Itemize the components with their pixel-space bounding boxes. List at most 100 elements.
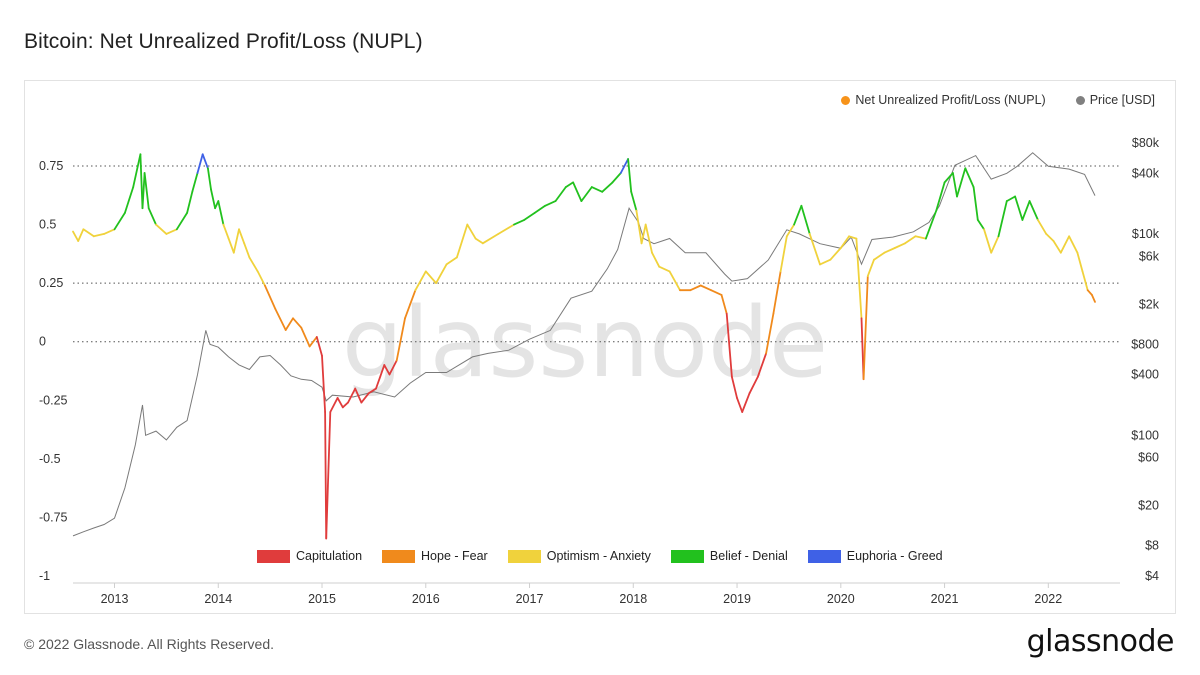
nupl-segment xyxy=(141,172,146,210)
zone-legend-hope-fear: Hope - Fear xyxy=(382,549,488,563)
nupl-segment xyxy=(1091,293,1096,303)
nupl-segment xyxy=(990,235,1000,254)
nupl-segment xyxy=(474,237,484,245)
nupl-segment xyxy=(1081,270,1089,292)
nupl-segment xyxy=(513,218,526,226)
capitulation-swatch xyxy=(257,549,290,563)
nupl-segment xyxy=(983,228,993,254)
nupl-segment xyxy=(481,232,500,245)
nupl-segment xyxy=(103,228,116,235)
y-right-tick-label: $40k xyxy=(1132,166,1160,180)
y-right-tick-label: $6k xyxy=(1139,249,1160,263)
nupl-segment xyxy=(862,275,869,381)
nupl-segment xyxy=(964,167,975,188)
nupl-segment xyxy=(997,200,1008,238)
nupl-segment xyxy=(630,190,638,212)
nupl-segment xyxy=(321,354,327,413)
x-tick-label: 2016 xyxy=(412,592,440,606)
nupl-segment xyxy=(274,307,287,331)
nupl-segment xyxy=(336,396,344,409)
nupl-segment xyxy=(651,251,661,268)
y-right-tick-label: $20 xyxy=(1138,499,1159,513)
nupl-segment xyxy=(772,270,782,315)
nupl-segment xyxy=(354,387,363,404)
nupl-segment xyxy=(829,247,842,261)
nupl-segment xyxy=(113,211,126,231)
x-tick-label: 2014 xyxy=(204,592,232,606)
y-right-tick-label: $4 xyxy=(1145,569,1159,583)
nupl-segment xyxy=(147,207,157,226)
nupl-segment xyxy=(238,228,246,245)
nupl-segment xyxy=(1059,235,1070,254)
nupl-segment xyxy=(186,190,194,214)
nupl-segment xyxy=(644,223,653,254)
nupl-segment xyxy=(341,401,349,409)
x-tick-label: 2013 xyxy=(101,592,129,606)
price-legend-dot-icon xyxy=(1075,95,1085,105)
nupl-legend-dot-icon xyxy=(841,95,851,105)
nupl-segment xyxy=(497,223,515,235)
nupl-segment xyxy=(819,258,832,266)
nupl-segment xyxy=(544,200,557,207)
nupl-segment xyxy=(839,235,850,249)
optimism-anxiety-swatch xyxy=(507,549,541,563)
nupl-segment xyxy=(564,181,574,188)
nupl-segment xyxy=(1021,200,1031,221)
series-legend: Net Unrealized Profit/Loss (NUPL) Price … xyxy=(841,93,1155,107)
legend-item-nupl[interactable]: Net Unrealized Profit/Loss (NUPL) xyxy=(841,93,1046,107)
nupl-segment xyxy=(375,364,386,390)
euphoria-greed-swatch xyxy=(807,549,841,563)
nupl-segment xyxy=(736,396,744,413)
nupl-segment xyxy=(1068,235,1079,254)
zone-label-optimism-anxiety: Optimism - Anxiety xyxy=(546,549,651,563)
nupl-segment xyxy=(196,153,204,174)
nupl-segment xyxy=(1028,200,1039,221)
y-right-tick-label: $8 xyxy=(1145,539,1159,553)
nupl-segment xyxy=(414,270,427,292)
nupl-segment xyxy=(445,256,458,266)
y-right-tick-label: $100 xyxy=(1131,428,1159,442)
chart-panel: glassnode 0.75 0.5 0.25 0 -0.25 -0.5 -0.75 -1 $80… xyxy=(24,80,1176,614)
nupl-segment xyxy=(201,153,209,170)
zone-label-hope-fear: Hope - Fear xyxy=(421,549,488,563)
nupl-segment xyxy=(741,392,751,413)
nupl-segment xyxy=(725,312,733,378)
nupl-segment xyxy=(92,232,105,238)
nupl-segment xyxy=(800,204,811,235)
nupl-segment xyxy=(748,375,759,395)
y-right-tick-label: $800 xyxy=(1131,337,1159,351)
nupl-segment xyxy=(925,209,938,240)
nupl-segment xyxy=(611,172,622,184)
nupl-segment xyxy=(165,228,178,235)
nupl-segment xyxy=(904,235,917,245)
nupl-segment xyxy=(404,303,412,320)
nupl-segment xyxy=(731,375,738,399)
nupl-segment xyxy=(300,326,311,348)
nupl-segment xyxy=(976,218,985,231)
nupl-segment xyxy=(256,270,266,287)
nupl-segment xyxy=(855,237,863,320)
nupl-segment xyxy=(689,284,702,292)
nupl-segment xyxy=(388,359,398,376)
nupl-segment xyxy=(601,181,614,193)
nupl-segment xyxy=(315,336,323,357)
nupl-segment xyxy=(972,186,979,221)
price-line xyxy=(72,152,1096,537)
x-tick-label: 2017 xyxy=(516,592,544,606)
nupl-segment xyxy=(943,172,954,184)
nupl-segment xyxy=(77,228,85,242)
zone-label-belief-denial: Belief - Denial xyxy=(709,549,788,563)
nupl-segment xyxy=(227,237,235,254)
nupl-segment xyxy=(779,235,788,273)
nupl-segment xyxy=(640,223,647,245)
watermark-text: glassnode xyxy=(342,287,828,399)
nupl-segment xyxy=(1005,195,1016,202)
nupl-segment xyxy=(217,200,225,226)
legend-item-price[interactable]: Price [USD] xyxy=(1075,93,1155,107)
nupl-segment xyxy=(455,223,469,259)
nupl-segment xyxy=(175,211,189,231)
zone-legend-euphoria-greed: Euphoria - Greed xyxy=(807,549,943,563)
nupl-segment xyxy=(572,181,583,202)
nupl-segment xyxy=(893,242,906,249)
nupl-segment xyxy=(658,265,671,273)
